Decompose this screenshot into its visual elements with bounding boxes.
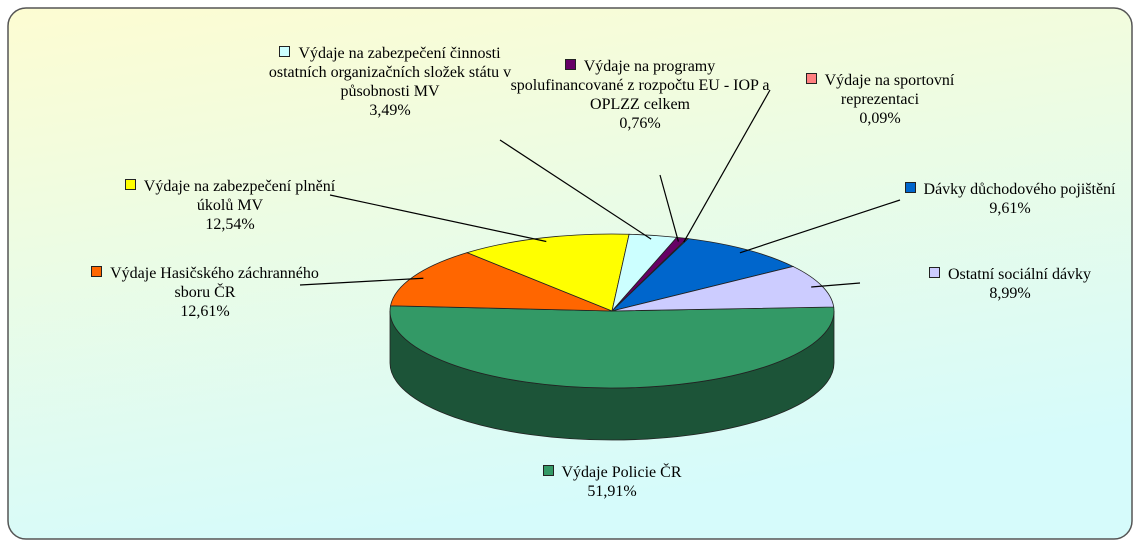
legend-swatch — [124, 179, 136, 190]
slice — [389, 305, 835, 389]
label-value: 51,91% — [587, 483, 637, 500]
label-name: Výdaje na programy spolufinancované z ro… — [510, 58, 770, 113]
data-label: Ostatní sociální dávky 8,99% — [870, 265, 1139, 303]
slice — [610, 238, 795, 312]
label-value: 3,49% — [369, 102, 411, 119]
leader-line — [811, 282, 861, 288]
legend-swatch — [805, 73, 817, 84]
legend-swatch — [904, 182, 916, 193]
label-value: 12,61% — [180, 303, 230, 320]
slice — [390, 252, 613, 312]
legend-swatch — [542, 465, 554, 476]
leader-lines — [299, 89, 901, 288]
label-name: Výdaje Policie ČR — [561, 464, 682, 481]
label-name: Výdaje na sportovní reprezentaci — [824, 72, 955, 108]
legend-swatch — [564, 59, 576, 70]
label-value: 9,61% — [989, 200, 1031, 217]
data-label: Výdaje Policie ČR 51,91% — [462, 463, 762, 501]
leader-line — [739, 199, 901, 254]
legend-swatch — [928, 267, 940, 278]
label-value: 12,54% — [205, 216, 255, 233]
leader-line — [499, 139, 652, 240]
slice — [465, 233, 630, 312]
legend-swatch — [279, 46, 291, 57]
leader-line — [299, 277, 424, 286]
data-label: Výdaje Hasičského záchranného sboru ČR 12… — [75, 264, 335, 321]
leader-line — [659, 174, 679, 242]
data-label: Výdaje na programy spolufinancované z ro… — [510, 57, 770, 133]
leader-line — [683, 89, 771, 243]
legend-swatch — [91, 266, 103, 277]
label-value: 8,99% — [989, 285, 1031, 302]
data-label: Výdaje na zabezpečení plnění úkolů MV 12,… — [110, 177, 350, 234]
label-name: Výdaje na zabezpečení činnosti ostatních… — [268, 45, 512, 100]
label-name: Ostatní sociální dávky — [947, 266, 1092, 283]
data-label: Výdaje na zabezpečení činnosti ostatních… — [265, 44, 515, 120]
label-name: Výdaje na zabezpečení plnění úkolů MV — [143, 178, 336, 214]
data-label: Výdaje na sportovní reprezentaci 0,09% — [770, 71, 990, 128]
label-value: 0,76% — [619, 115, 661, 132]
pie — [389, 233, 835, 441]
data-label: Dávky důchodového pojištění 9,61% — [900, 180, 1120, 218]
label-name: Dávky důchodového pojištění — [923, 181, 1116, 198]
label-name: Výdaje Hasičského záchranného sboru ČR — [110, 265, 319, 301]
leader-line — [329, 194, 547, 243]
label-value: 0,09% — [859, 110, 901, 127]
